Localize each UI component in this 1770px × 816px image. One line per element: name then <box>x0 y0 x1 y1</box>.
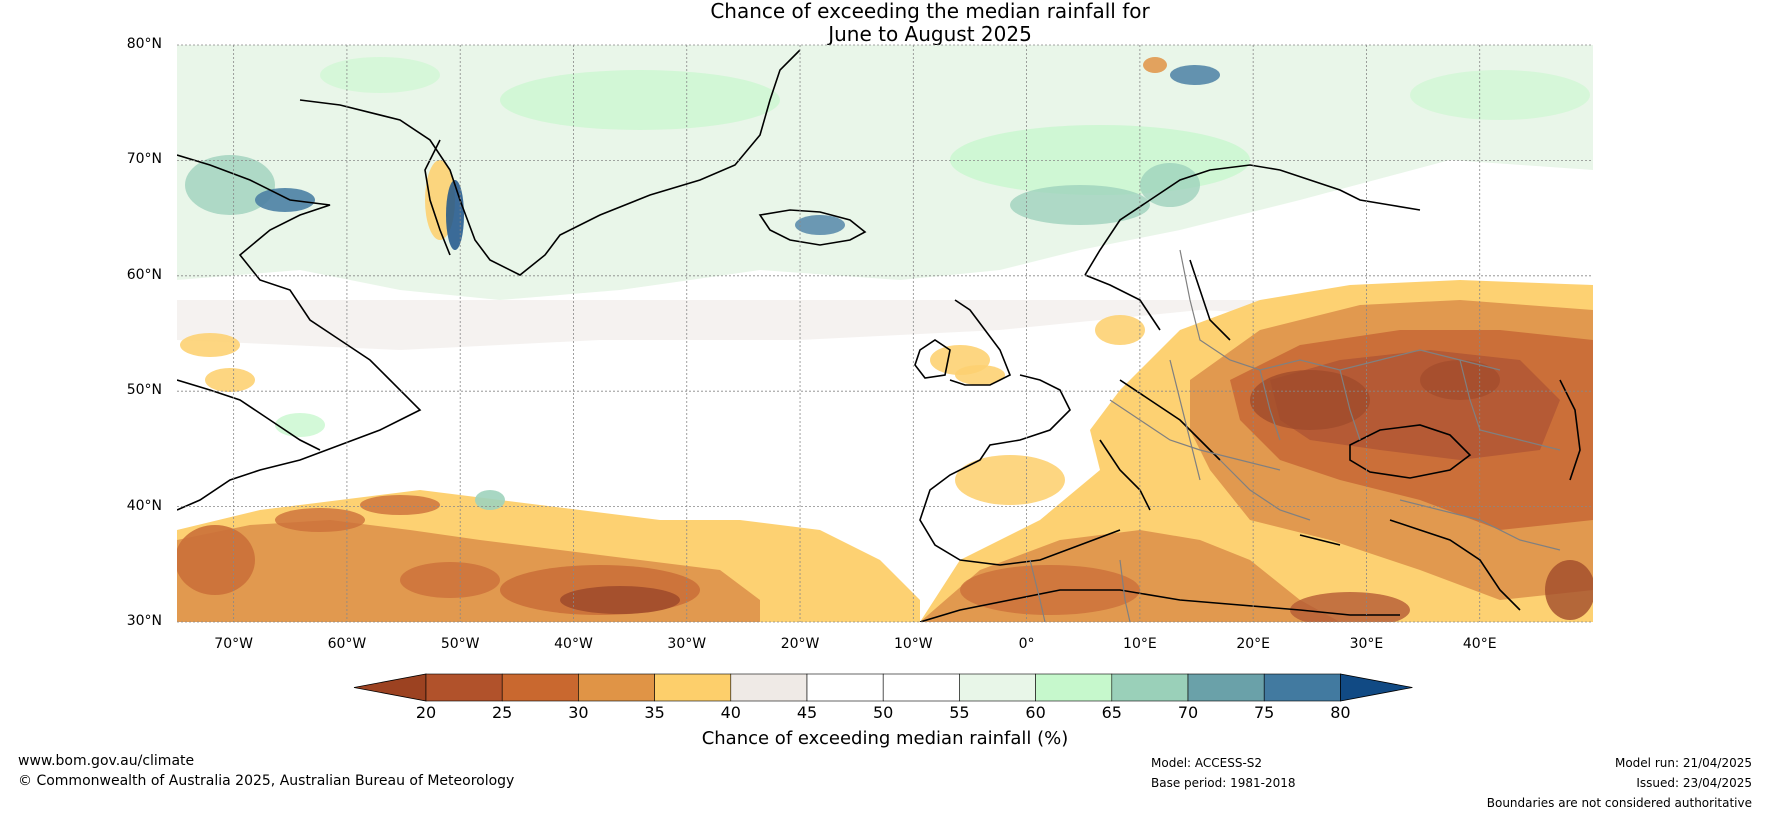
lat-label: 60°N <box>126 266 162 283</box>
lat-label: 40°N <box>126 497 162 514</box>
map-title: Chance of exceeding the median rainfall … <box>710 0 1150 23</box>
website-link[interactable]: www.bom.gov.au/climate <box>18 753 195 769</box>
colorbar-label: Chance of exceeding median rainfall (%) <box>701 728 1069 749</box>
colorbar-bin <box>882 673 960 702</box>
copyright-text: © Commonwealth of Australia 2025, Austra… <box>18 773 515 789</box>
colorbar-bin <box>1187 673 1265 702</box>
lat-label: 70°N <box>126 151 162 168</box>
colorbar-tick-label: 55 <box>949 703 970 722</box>
colorbar <box>353 673 1413 702</box>
colorbar-tick-label: 20 <box>415 703 437 722</box>
model-text: Model: ACCESS-S2 <box>1151 756 1263 770</box>
colorbar-bin <box>578 673 655 702</box>
map-subtitle: June to August 2025 <box>828 22 1032 46</box>
probability-field <box>177 45 1593 622</box>
colorbar-bin <box>425 673 503 702</box>
model-run-text: Model run: 21/04/2025 <box>1614 756 1752 770</box>
colorbar-tick-label: 30 <box>568 703 589 722</box>
gridlines <box>177 44 1593 623</box>
colorbar-tick-label: 50 <box>873 703 894 722</box>
colorbar-bin <box>959 673 1036 702</box>
lon-label: 30°W <box>667 636 707 652</box>
colorbar-bin <box>1035 673 1113 702</box>
issued-text: Issued: 23/04/2025 <box>1636 776 1752 790</box>
lat-label: 30°N <box>126 613 162 629</box>
colorbar-tick-label: 45 <box>796 703 818 722</box>
colorbar-tick-label: 80 <box>1330 703 1351 722</box>
colorbar-tick-label: 35 <box>644 703 665 722</box>
lon-label: 20°W <box>780 636 820 652</box>
colorbar-tick-label: 65 <box>1101 703 1122 722</box>
rainfall-map <box>177 44 1593 623</box>
colorbar-bin <box>806 673 884 702</box>
lon-label: 10°W <box>893 636 933 652</box>
lon-label: 20°E <box>1236 636 1270 652</box>
lon-label: 30°E <box>1349 636 1384 652</box>
colorbar-tick-label: 40 <box>720 703 741 722</box>
colorbar-tick-label: 25 <box>492 703 513 722</box>
lat-label: 50°N <box>126 382 162 399</box>
colorbar-extend-low <box>353 673 427 702</box>
disclaimer-text: Boundaries are not considered authoritat… <box>1486 796 1752 810</box>
lon-label: 60°W <box>327 636 367 652</box>
lon-label: 40°W <box>554 636 593 652</box>
colorbar-bin <box>654 673 732 702</box>
lon-label: 40°E <box>1462 636 1497 652</box>
base-period-text: Base period: 1981-2018 <box>1151 776 1296 790</box>
lat-label: 80°N <box>126 36 162 52</box>
colorbar-tick-label: 75 <box>1254 703 1275 722</box>
colorbar-extend-high <box>1340 673 1413 702</box>
lon-label: 10°E <box>1123 636 1157 652</box>
lon-label: 50°W <box>440 636 480 652</box>
colorbar-bin <box>730 673 808 702</box>
lon-label: 70°W <box>214 636 253 652</box>
colorbar-tick-label: 60 <box>1025 703 1046 722</box>
lon-label: 0° <box>1018 636 1035 652</box>
colorbar-bin <box>1111 673 1189 702</box>
colorbar-bin <box>1263 673 1341 702</box>
colorbar-tick-label: 70 <box>1177 703 1199 722</box>
colorbar-bin <box>501 673 579 702</box>
